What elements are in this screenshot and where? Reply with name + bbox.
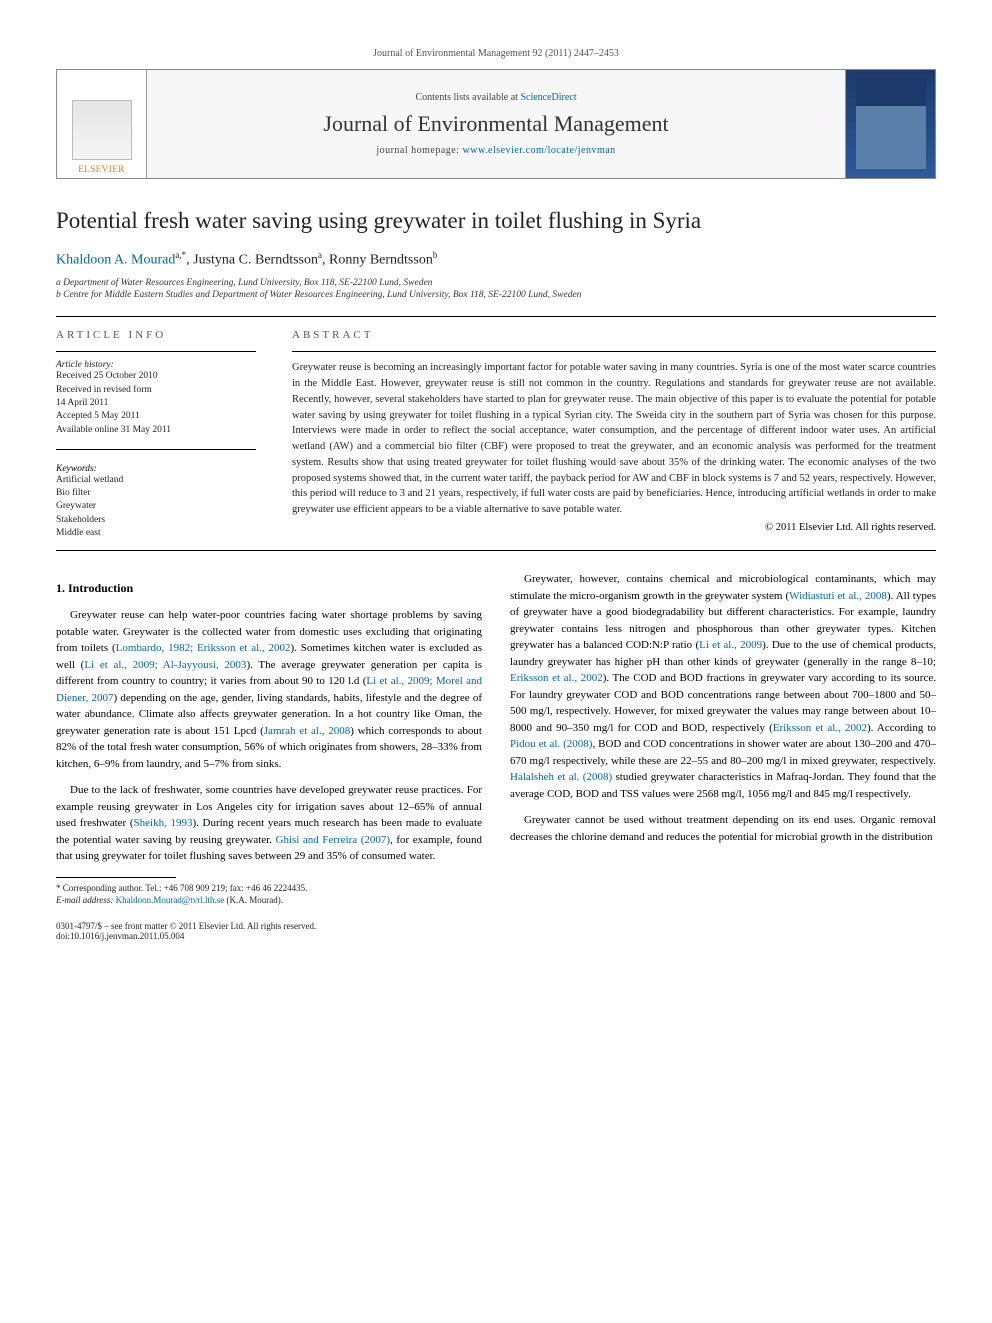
intro-heading: 1. Introduction xyxy=(56,579,482,597)
keyword: Middle east xyxy=(56,527,256,540)
author-text: , Ronny Berndtsson xyxy=(322,252,433,267)
contents-line: Contents lists available at ScienceDirec… xyxy=(415,92,576,103)
copyright: © 2011 Elsevier Ltd. All rights reserved… xyxy=(292,522,936,533)
email-link[interactable]: Khaldoon.Mourad@tvrl.lth.se xyxy=(116,895,225,905)
sciencedirect-link[interactable]: ScienceDirect xyxy=(520,92,576,103)
author-link[interactable]: Khaldoon A. Mourad xyxy=(56,252,175,267)
keyword: Stakeholders xyxy=(56,514,256,527)
homepage-link[interactable]: www.elsevier.com/locate/jenvman xyxy=(463,145,616,156)
citation-link[interactable]: Pidou et al. (2008) xyxy=(510,738,592,750)
keyword: Greywater xyxy=(56,500,256,513)
citation-link[interactable]: Lombardo, 1982; Eriksson et al., 2002 xyxy=(116,642,291,654)
body-para: Greywater cannot be used without treatme… xyxy=(510,812,936,845)
citation-link[interactable]: Widiastuti et al., 2008 xyxy=(789,590,887,602)
journal-cover-icon xyxy=(856,79,926,169)
citation-link[interactable]: Li et al., 2009; Al-Jayyousi, 2003 xyxy=(84,659,246,671)
publisher-block: ELSEVIER xyxy=(57,70,147,178)
page-footer: 0301-4797/$ – see front matter © 2011 El… xyxy=(56,921,936,941)
keyword: Artificial wetland xyxy=(56,474,256,487)
citation-link[interactable]: Halalsheh et al. (2008) xyxy=(510,771,612,783)
body-columns: 1. Introduction Greywater reuse can help… xyxy=(56,571,936,907)
journal-banner: ELSEVIER Contents lists available at Sci… xyxy=(56,69,936,179)
affiliation-a: a Department of Water Resources Engineer… xyxy=(56,278,936,288)
authors: Khaldoon A. Mourada,*, Justyna C. Berndt… xyxy=(56,250,936,269)
citation-link[interactable]: Ghisi and Ferreira (2007) xyxy=(276,834,391,846)
abstract-text: Greywater reuse is becoming an increasin… xyxy=(292,360,936,518)
author-affil-sup: a,* xyxy=(175,250,186,260)
email-line: E-mail address: Khaldoon.Mourad@tvrl.lth… xyxy=(56,894,482,907)
body-para: Due to the lack of freshwater, some coun… xyxy=(56,782,482,865)
section-divider xyxy=(56,316,936,317)
rule xyxy=(56,449,256,450)
article-info-head: ARTICLE INFO xyxy=(56,329,256,341)
keywords-head: Keywords: xyxy=(56,464,256,474)
banner-middle: Contents lists available at ScienceDirec… xyxy=(147,70,845,178)
journal-name: Journal of Environmental Management xyxy=(323,111,668,137)
email-tail: (K.A. Mourad). xyxy=(224,895,283,905)
header-citation: Journal of Environmental Management 92 (… xyxy=(56,48,936,59)
rule xyxy=(292,351,936,352)
corresponding-author: * Corresponding author. Tel.: +46 708 90… xyxy=(56,882,482,895)
homepage-prefix: journal homepage: xyxy=(376,145,462,156)
history-line: 14 April 2011 xyxy=(56,397,256,410)
homepage-line: journal homepage: www.elsevier.com/locat… xyxy=(376,145,615,156)
affiliation-b: b Centre for Middle Eastern Studies and … xyxy=(56,290,936,300)
author-text: , Justyna C. Berndtsson xyxy=(186,252,318,267)
history-line: Accepted 5 May 2011 xyxy=(56,410,256,423)
abstract-head: ABSTRACT xyxy=(292,329,936,341)
body-para: Greywater reuse can help water-poor coun… xyxy=(56,607,482,772)
body-para: Greywater, however, contains chemical an… xyxy=(510,571,936,802)
citation-link[interactable]: Sheikh, 1993 xyxy=(134,817,193,829)
citation-link[interactable]: Eriksson et al., 2002 xyxy=(773,722,867,734)
citation-link[interactable]: Eriksson et al., 2002 xyxy=(510,672,603,684)
history-line: Received 25 October 2010 xyxy=(56,370,256,383)
history-head: Article history: xyxy=(56,360,256,370)
article-title: Potential fresh water saving using greyw… xyxy=(56,207,936,236)
author-affil-sup: b xyxy=(433,250,438,260)
publisher-name: ELSEVIER xyxy=(78,164,125,178)
rule xyxy=(56,351,256,352)
footer-doi: doi:10.1016/j.jenvman.2011.05.004 xyxy=(56,931,936,941)
cover-thumb xyxy=(845,70,935,178)
email-label: E-mail address: xyxy=(56,895,116,905)
keyword: Bio filter xyxy=(56,487,256,500)
section-divider xyxy=(56,550,936,551)
elsevier-tree-icon xyxy=(72,100,132,160)
contents-prefix: Contents lists available at xyxy=(415,92,520,103)
citation-link[interactable]: Jamrah et al., 2008 xyxy=(264,725,350,737)
footer-line: 0301-4797/$ – see front matter © 2011 El… xyxy=(56,921,936,931)
history-line: Available online 31 May 2011 xyxy=(56,424,256,437)
footnote-rule xyxy=(56,877,176,878)
citation-link[interactable]: Li et al., 2009 xyxy=(699,639,762,651)
history-line: Received in revised form xyxy=(56,384,256,397)
text-run: ). According to xyxy=(867,722,936,734)
